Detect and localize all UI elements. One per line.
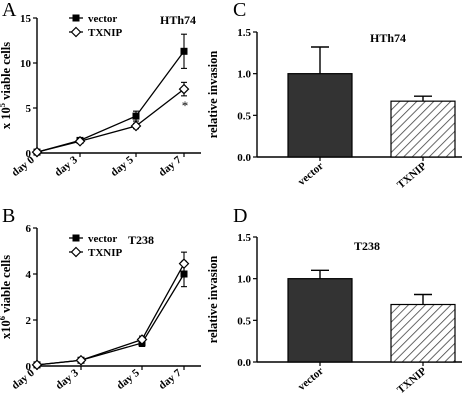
bar xyxy=(287,278,353,363)
x-tick-label: day 5 xyxy=(108,154,136,179)
y-axis-title: relative invasion xyxy=(206,256,220,344)
bar-txnip xyxy=(390,95,456,158)
panel-letter: B xyxy=(2,205,15,227)
bar-txnip xyxy=(390,293,456,363)
cell-line-label: T238 xyxy=(128,233,154,247)
data-point-diamond xyxy=(178,258,190,269)
y-axis-title: x106 viable cells xyxy=(0,255,13,339)
y-tick-label: 2 xyxy=(26,315,32,327)
y-tick-label: 0.5 xyxy=(237,110,251,122)
y-axis-title-rest: viable cells xyxy=(0,255,13,316)
y-tick-label: 1.5 xyxy=(237,27,251,39)
x-tick-label: day 3 xyxy=(52,154,80,179)
bar-vector xyxy=(287,46,353,158)
x-tick-label: day 5 xyxy=(114,367,142,392)
significance-asterisk: * xyxy=(182,98,189,113)
y-tick-label: 1.0 xyxy=(237,69,251,81)
y-axis-title-base: x10 xyxy=(0,320,13,339)
data-point-diamond xyxy=(136,334,148,345)
x-tick-label: vector xyxy=(296,160,326,188)
y-tick-label: 5 xyxy=(26,103,32,115)
y-tick-label: 6 xyxy=(26,223,32,235)
series-txnip xyxy=(31,81,190,158)
series-txnip xyxy=(31,251,190,371)
y-tick-label: 4 xyxy=(26,269,32,281)
y-tick-label: 1.5 xyxy=(237,232,251,244)
panel-letter: C xyxy=(233,0,246,21)
bar-vector xyxy=(287,269,353,363)
data-point-diamond xyxy=(31,146,43,158)
x-tick-label: TXNIP xyxy=(395,160,429,191)
bar xyxy=(287,73,353,158)
legend-label: vector xyxy=(88,13,117,25)
legend-entry-vector: vector xyxy=(69,13,117,25)
y-tick-label: 15 xyxy=(20,13,32,25)
y-tick-label: 0 xyxy=(26,148,32,160)
legend-marker-diamond xyxy=(70,246,82,258)
x-tick-label: TXNIP xyxy=(395,365,429,396)
panel-letter: D xyxy=(233,205,247,227)
x-tick-label: vector xyxy=(296,365,326,393)
legend-label: TXNIP xyxy=(88,27,123,39)
data-point-diamond xyxy=(178,83,190,95)
y-tick-label: 0.0 xyxy=(237,357,251,369)
series-line xyxy=(36,263,185,366)
legend-entry-vector: vector xyxy=(69,233,117,245)
x-tick-label: day 3 xyxy=(53,367,81,392)
legend-entry-txnip: TXNIP xyxy=(69,246,123,259)
x-tick-label: day 0 xyxy=(9,367,37,392)
x-tick-label: day 7 xyxy=(156,367,184,392)
y-tick-label: 0.0 xyxy=(237,152,251,164)
x-tick-label: day 0 xyxy=(9,154,37,179)
legend-label: vector xyxy=(88,233,117,245)
y-tick-label: 0.5 xyxy=(237,315,251,327)
bar xyxy=(390,100,456,158)
data-point-diamond xyxy=(75,354,87,366)
x-tick-label: day 7 xyxy=(156,154,184,179)
cell-line-label: HTh74 xyxy=(160,13,196,27)
y-tick-label: 0 xyxy=(26,361,32,373)
panel-d: D 0.0 0.5 1.0 1.5 relative invasion T238 vector… xyxy=(206,205,462,396)
y-axis-title: x 105 viable cells xyxy=(0,42,13,129)
data-point-diamond xyxy=(130,120,142,132)
y-axis-title: relative invasion xyxy=(206,51,220,139)
data-point-diamond xyxy=(74,135,86,147)
data-point-square xyxy=(180,47,188,55)
legend-marker-square xyxy=(72,14,80,22)
series-vector xyxy=(33,260,188,369)
y-tick-label: 1.0 xyxy=(237,274,251,286)
y-tick-label: 10 xyxy=(20,58,32,70)
data-point-diamond xyxy=(31,359,43,371)
bar xyxy=(390,303,456,363)
y-axis-title-exponent: 5 xyxy=(0,103,7,107)
cell-line-label: HTh74 xyxy=(370,31,406,45)
y-axis-title-exponent: 6 xyxy=(0,316,7,320)
legend-marker-square xyxy=(72,234,80,242)
y-axis-title-base: x 10 xyxy=(0,107,13,129)
legend-label: TXNIP xyxy=(88,247,123,259)
legend-entry-txnip: TXNIP xyxy=(69,26,123,39)
legend-marker-diamond xyxy=(70,26,82,38)
panel-letter: A xyxy=(2,0,17,21)
cell-line-label: T238 xyxy=(354,239,380,253)
series-line xyxy=(36,88,185,153)
series-line xyxy=(36,273,185,366)
data-point-square xyxy=(132,112,140,120)
series-line xyxy=(36,50,185,153)
panel-c: C 0.0 0.5 1.0 1.5 relative invasion HTh74 vecto… xyxy=(206,0,462,191)
series-vector xyxy=(33,33,188,156)
y-axis-title-rest: viable cells xyxy=(0,42,13,103)
